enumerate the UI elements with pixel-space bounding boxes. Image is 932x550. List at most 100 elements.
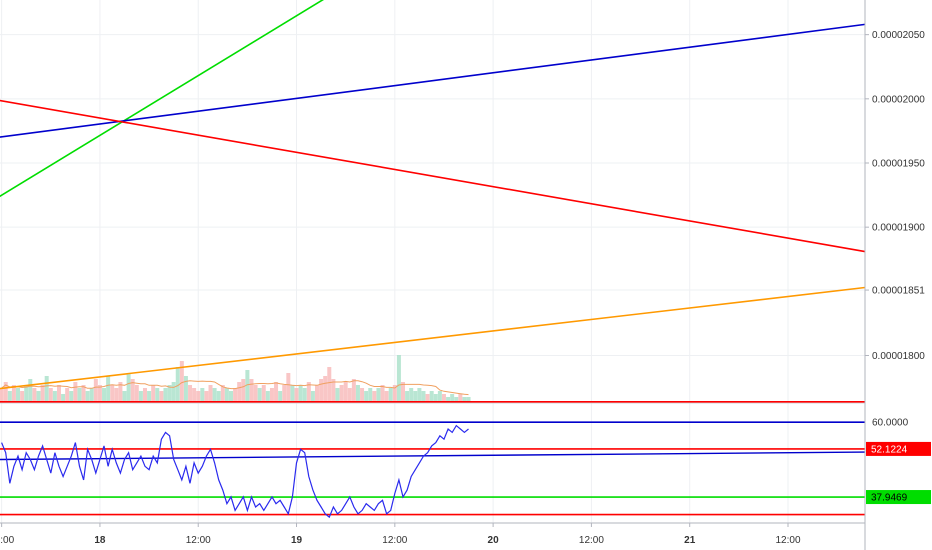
volume-bar-24 <box>97 385 102 403</box>
volume-bar-7 <box>28 379 33 403</box>
trendlines[interactable] <box>0 0 866 390</box>
volume-bar-12 <box>48 388 53 403</box>
volume-bar-40 <box>163 388 168 403</box>
trendline-2[interactable] <box>0 99 866 253</box>
trendline-1[interactable] <box>0 23 866 138</box>
volume-bar-50 <box>204 391 209 403</box>
volume-bar-38 <box>155 388 160 403</box>
volume-bar-92 <box>376 388 381 403</box>
trendline-0[interactable] <box>0 0 346 198</box>
volume-bar-25 <box>102 388 107 403</box>
volume-bar-47 <box>192 388 197 403</box>
price-tick-label-5: 0.00001800 <box>872 351 925 362</box>
volume-bar-60 <box>245 370 250 403</box>
volume-bar-76 <box>310 391 315 403</box>
volume-bar-65 <box>265 391 270 403</box>
volume-bar-89 <box>364 391 369 403</box>
time-label-5: 20 <box>488 535 500 546</box>
volume-bar-31 <box>126 373 131 403</box>
volume-bar-83 <box>339 385 344 403</box>
volume-bar-108 <box>441 394 446 403</box>
volume-bar-93 <box>380 385 385 403</box>
volume-bar-59 <box>241 379 246 403</box>
volume-bar-4 <box>16 388 21 403</box>
indicator-level-label-0: 60.0000 <box>872 418 909 429</box>
volume-bar-113 <box>462 397 467 403</box>
price-tick-label-3: 0.00001900 <box>872 223 925 234</box>
volume-bar-105 <box>429 391 434 403</box>
volume-bar-97 <box>396 355 401 403</box>
volume-bar-36 <box>147 391 152 403</box>
volume-bar-44 <box>179 361 184 403</box>
volume-bar-104 <box>425 394 430 403</box>
volume-bar-2 <box>7 391 12 403</box>
volume-bar-42 <box>171 382 176 403</box>
volume-bar-69 <box>282 385 287 403</box>
volume-bar-103 <box>421 391 426 403</box>
volume-bar-64 <box>261 385 266 403</box>
volume-bar-91 <box>372 391 377 403</box>
volume-bar-39 <box>159 391 164 403</box>
price-tick-label-2: 0.00001950 <box>872 158 925 169</box>
volume-bar-19 <box>77 388 82 403</box>
volume-bar-102 <box>417 388 422 403</box>
volume-bar-33 <box>134 385 139 403</box>
volume-bar-49 <box>200 388 205 403</box>
volume-bar-107 <box>437 391 442 403</box>
volume-bar-3 <box>11 385 16 403</box>
volume-moving-average <box>1 380 469 396</box>
volume-bar-112 <box>458 394 463 403</box>
volume-bar-80 <box>327 367 332 403</box>
volume-bar-13 <box>52 391 57 403</box>
volume-bar-79 <box>323 376 328 403</box>
volume-bar-88 <box>360 388 365 403</box>
volume-bar-5 <box>20 391 25 403</box>
time-label-2: 12:00 <box>186 535 211 546</box>
volume-bar-28 <box>114 388 119 403</box>
volume-bar-53 <box>216 391 221 403</box>
volume-bar-111 <box>454 397 459 403</box>
volume-bar-41 <box>167 385 172 403</box>
volume-ma-line <box>1 380 469 396</box>
time-label-4: 12:00 <box>382 535 407 546</box>
volume-bar-99 <box>405 391 410 403</box>
time-label-6: 12:00 <box>579 535 604 546</box>
time-label-7: 21 <box>684 535 696 546</box>
volume-bar-1 <box>3 382 8 403</box>
volume-bar-48 <box>196 391 201 403</box>
volume-bar-11 <box>44 376 49 403</box>
volume-bar-96 <box>392 385 397 403</box>
volume-bar-57 <box>233 388 238 403</box>
price-axis[interactable]: 0.00002050 0.00002000 0.00001950 0.00001900… <box>864 0 932 525</box>
volume-bar-26 <box>106 376 111 403</box>
volume-bar-46 <box>188 385 193 403</box>
price-tick-label-0: 0.00002050 <box>872 30 925 41</box>
volume-bar-77 <box>315 385 320 403</box>
volume-bar-21 <box>85 391 90 403</box>
volume-bar-27 <box>110 385 115 403</box>
volume-bar-94 <box>384 391 389 403</box>
volume-bar-110 <box>450 394 455 403</box>
volume-bar-30 <box>122 391 127 403</box>
time-label-1: 18 <box>94 535 106 546</box>
volume-bar-52 <box>212 388 217 403</box>
volume-bar-72 <box>294 388 299 403</box>
volume-bar-20 <box>81 385 86 403</box>
trendline-3[interactable] <box>0 286 866 390</box>
volume-bar-84 <box>343 382 348 403</box>
volume-bar-8 <box>32 388 37 403</box>
indicator-series-line <box>1 424 469 519</box>
price-tick-label-1: 0.00002000 <box>872 94 925 105</box>
volume-bar-71 <box>290 385 295 403</box>
indicator-level-badge-2: 37.9469 <box>866 490 931 505</box>
svg-text:37.9469: 37.9469 <box>871 493 908 504</box>
volume-bar-58 <box>237 382 242 403</box>
volume-bar-85 <box>347 388 352 403</box>
volume-bar-67 <box>274 382 279 403</box>
volume-bar-32 <box>130 379 135 403</box>
volume-bar-98 <box>401 382 406 403</box>
volume-bar-18 <box>73 382 78 403</box>
volume-bar-81 <box>331 379 336 403</box>
